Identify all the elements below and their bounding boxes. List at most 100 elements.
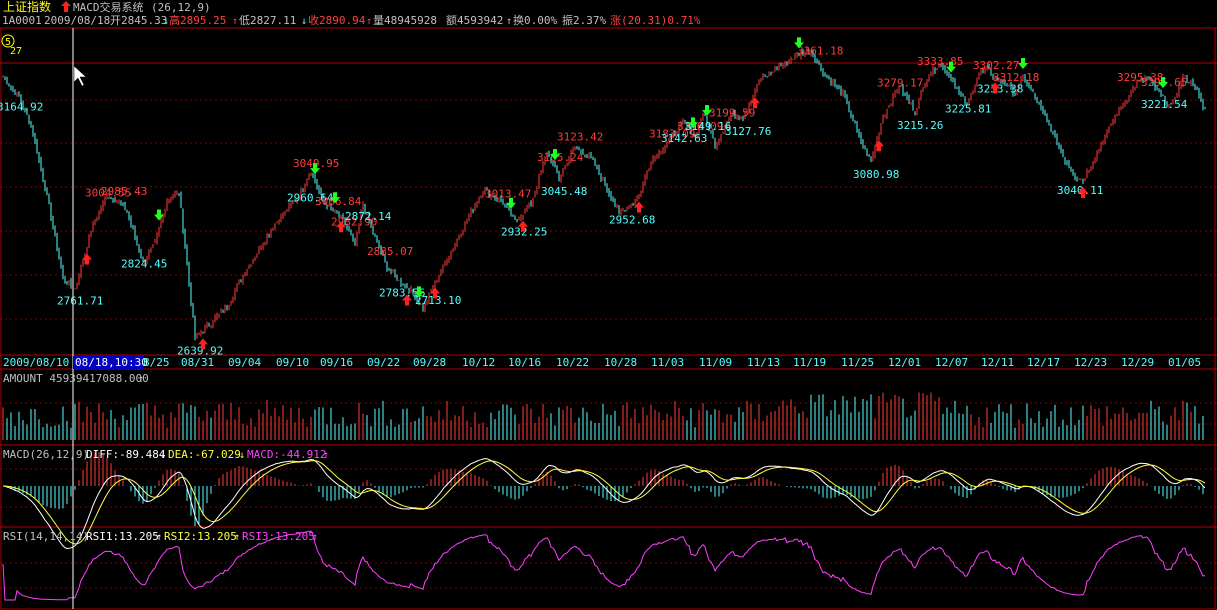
cursor-date-box — [73, 356, 143, 369]
up-arrow-icon: ↑ — [234, 532, 240, 543]
cursor-date-label: 08/18,10:30 — [75, 356, 148, 369]
price-label: 3279.17 — [877, 77, 923, 90]
buy-arrow-icon — [430, 287, 440, 299]
stock-code: 1A0001 — [2, 14, 42, 27]
price-label: 3013.47 — [485, 187, 531, 200]
macd-dea-value: DEA:-67.029 — [168, 448, 241, 461]
price-label: 2783.56 — [379, 287, 425, 300]
axis-ticks: 8/25 08/31 09/04 09/10 09/16 09/22 09/28 10/12 1… — [143, 356, 1201, 369]
axis-tick-label: 8/25 — [143, 356, 170, 369]
high-price: 高2895.25 — [169, 13, 226, 27]
amount-value: 额4593942 — [446, 14, 503, 27]
mouse-cursor-icon — [73, 65, 87, 87]
trade-signals — [82, 37, 1168, 350]
macd-diff-line — [2, 458, 1206, 550]
buy-arrow-icon — [750, 97, 760, 109]
axis-tick-label: 09/28 — [413, 356, 446, 369]
axis-tick-label: 10/16 — [508, 356, 541, 369]
price-label: 3183.09 — [649, 127, 695, 140]
axis-tick-label: 12/11 — [981, 356, 1014, 369]
amount-panel-label: AMOUNT 45939417088.000 — [3, 372, 149, 385]
buy-arrow-icon — [1078, 187, 1088, 199]
up-arrow-icon: ↑ — [366, 16, 372, 27]
price-label: 2932.25 — [501, 225, 547, 238]
sell-arrow-icon — [310, 163, 320, 175]
period-badge-icon[interactable] — [1, 34, 15, 48]
buy-arrow-icon — [634, 201, 644, 213]
sell-arrow-icon — [1018, 57, 1028, 69]
axis-tick-label: 10/22 — [556, 356, 589, 369]
sell-arrow-icon — [330, 192, 340, 204]
price-label: 3045.48 — [541, 185, 587, 198]
price-label: 3295.38 — [1117, 71, 1163, 84]
axis-tick-label: 09/22 — [367, 356, 400, 369]
up-arrow-icon: ↑ — [312, 532, 318, 543]
down-arrow-icon: ↓ — [301, 16, 307, 27]
rsi-polyline — [2, 530, 1206, 601]
up-arrow-icon: ↑ — [506, 16, 512, 27]
buy-arrow-icon — [874, 140, 884, 152]
rsi-line — [2, 530, 1206, 601]
low-price: 低2827.11 — [239, 14, 296, 27]
candlestick-series — [2, 47, 1206, 341]
up-arrow-icon: ↑ — [323, 450, 329, 461]
up-arrow-icon — [61, 1, 71, 12]
macd-macd-value: MACD:-44.912 — [247, 448, 326, 461]
price-label: 3164.92 — [0, 101, 43, 114]
sell-arrow-icon — [414, 286, 424, 298]
up-arrow-icon: ↑ — [156, 532, 162, 543]
buy-arrow-icon — [198, 338, 208, 350]
quote-date: 2009/08/18 — [44, 14, 110, 27]
amount-bars — [2, 392, 1204, 440]
panel-separators — [0, 27, 1217, 610]
change-value: 涨(20.31)0.71% — [610, 14, 701, 27]
price-label: 3142.63 — [661, 132, 707, 145]
price-label: 3080.98 — [853, 168, 899, 181]
up-arrow-icon: ↑ — [232, 16, 238, 27]
rsi1-value: RSI1:13.205 — [86, 530, 159, 543]
axis-tick-label: 11/25 — [841, 356, 874, 369]
price-label: 2639.92 — [177, 344, 223, 357]
corner-value: 27 — [10, 46, 22, 57]
axis-tick-label: 11/13 — [747, 356, 780, 369]
axis-tick-label: 11/09 — [699, 356, 732, 369]
close-price: 收2890.94 — [308, 13, 366, 27]
macd-lines — [2, 458, 1206, 550]
price-label: 3361.18 — [797, 44, 843, 57]
axis-tick-label: 10/12 — [462, 356, 495, 369]
price-label: 3333.85 — [917, 55, 963, 68]
price-label: 3312.18 — [993, 71, 1039, 84]
up-arrow-icon: ↑ — [138, 374, 144, 385]
axis-tick-label: 08/31 — [181, 356, 214, 369]
price-label: 2960.64 — [287, 191, 334, 204]
price-label: 2824.45 — [121, 258, 167, 271]
macd-histogram — [6, 451, 1204, 527]
buy-arrow-icon — [82, 253, 92, 265]
sell-arrow-icon — [794, 37, 804, 49]
price-label: 2713.10 — [415, 294, 461, 307]
sell-arrow-icon — [550, 149, 560, 161]
axis-tick-label: 09/16 — [320, 356, 353, 369]
buy-arrow-icon — [336, 221, 346, 233]
down-arrow-icon: ↓ — [239, 450, 245, 461]
indicator-params: (26,12,9) — [151, 1, 211, 14]
price-label: 3004.55 — [85, 186, 131, 199]
sell-arrow-icon — [1158, 77, 1168, 89]
rsi-panel-label: RSI(14,14,14) — [3, 530, 89, 543]
axis-start-date: 2009/08/10 — [3, 356, 69, 369]
price-label: 2761.71 — [57, 295, 103, 308]
price-label: 2952.68 — [609, 213, 655, 226]
price-label: 2885.07 — [367, 245, 413, 258]
price-label: 3105.24 — [537, 151, 584, 164]
macd-panel-label: MACD(26,12,9) — [3, 448, 89, 461]
axis-tick-label: 09/04 — [228, 356, 261, 369]
axis-tick-label: 12/29 — [1121, 356, 1154, 369]
period-badge: 5 — [5, 37, 11, 48]
axis-tick-label: 12/17 — [1027, 356, 1060, 369]
axis-tick-label: 12/23 — [1074, 356, 1107, 369]
indicator-label[interactable]: MACD交易系统 — [73, 0, 144, 14]
buy-arrow-icon — [518, 220, 528, 232]
